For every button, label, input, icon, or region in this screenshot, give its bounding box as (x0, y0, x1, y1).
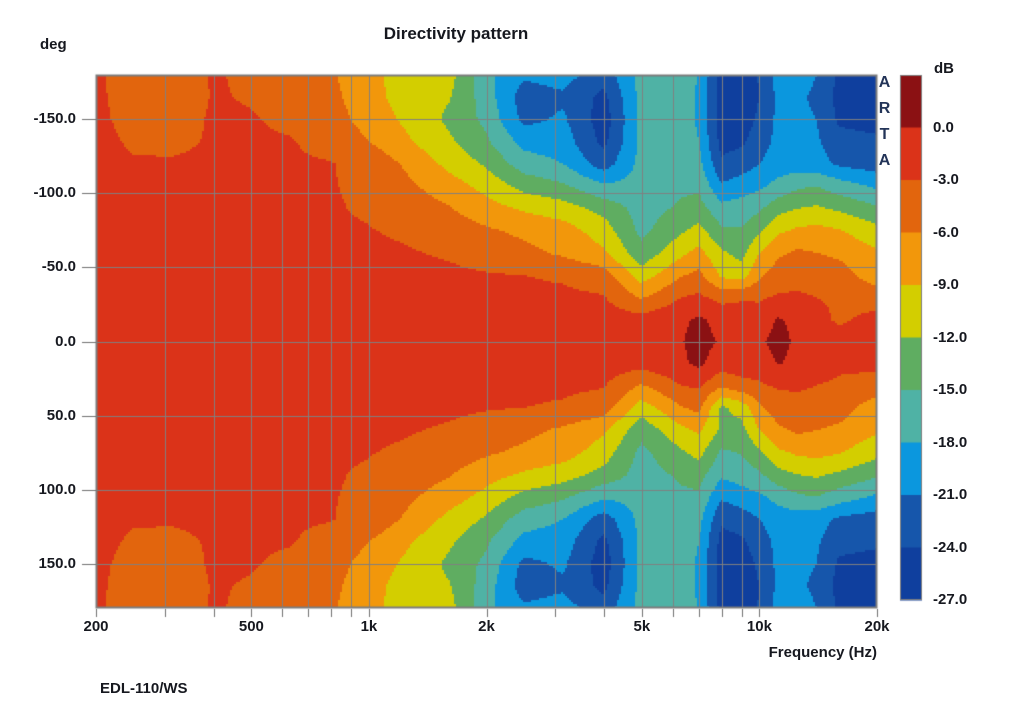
colorbar-tick-label: -3.0 (933, 171, 959, 188)
y-tick-label: -50.0 (41, 258, 76, 276)
y-tick-label: 0.0 (55, 332, 76, 350)
y-tick-label: -150.0 (33, 110, 76, 128)
x-tick-label: 10k (746, 618, 772, 635)
x-axis-label: Frequency (Hz) (768, 644, 877, 661)
y-tick-label: 100.0 (38, 480, 76, 498)
colorbar-tick-label: -6.0 (933, 223, 959, 241)
colorbar-tick-label: -18.0 (933, 433, 968, 451)
x-tick-label: 1k (360, 618, 378, 635)
colorbar-tick-label: -12.0 (933, 328, 968, 346)
x-tick-label: 2k (478, 618, 495, 635)
y-tick-label: -100.0 (33, 184, 76, 202)
colorbar-tick-label: 0.0 (933, 118, 954, 136)
colorbar-tick-label: -9.0 (933, 276, 959, 293)
colorbar-tick-label: -24.0 (933, 538, 968, 556)
x-tick-label: 200 (83, 618, 109, 635)
chart-title: Directivity pattern (383, 24, 529, 43)
measurement-name-label: EDL-110/WS (100, 680, 188, 697)
x-tick-label: 5k (633, 618, 651, 635)
y-axis-unit-label: deg (40, 36, 67, 53)
y-tick-label: 150.0 (38, 554, 76, 572)
x-tick-label: 20k (864, 618, 890, 635)
colorbar-tick-label: -21.0 (933, 486, 968, 503)
y-tick-label: 50.0 (46, 406, 76, 424)
colorbar-unit-label: dB (934, 60, 954, 77)
colorbar-tick-label: -15.0 (933, 381, 968, 398)
colorbar-tick-label: -27.0 (933, 591, 968, 608)
arta-watermark: ARTA (876, 74, 893, 178)
x-tick-label: 500 (238, 618, 264, 635)
